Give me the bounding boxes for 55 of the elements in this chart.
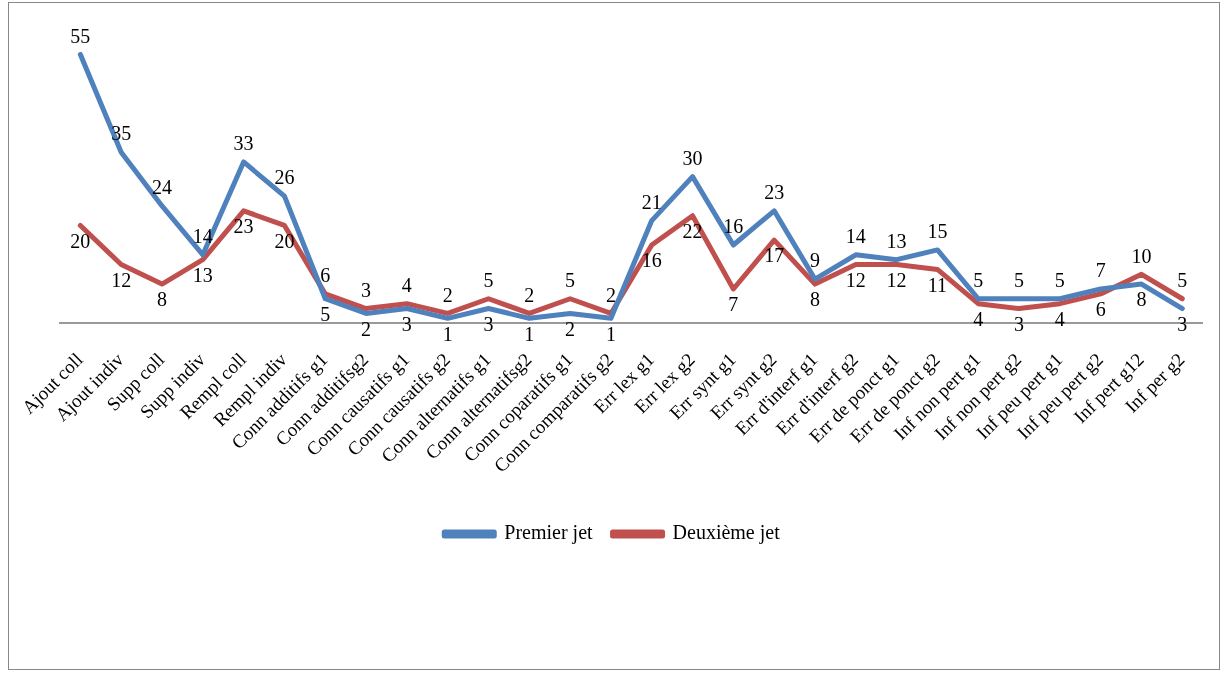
data-label: 16 (723, 215, 744, 238)
data-label: 2 (565, 317, 576, 340)
data-label: 15 (927, 220, 948, 243)
data-label: 30 (682, 146, 703, 169)
data-label: 20 (70, 229, 91, 252)
data-label: 23 (764, 181, 785, 204)
data-label: 16 (641, 249, 662, 272)
legend-label: Premier jet (504, 521, 593, 545)
data-label: 1 (605, 322, 616, 345)
data-label: 3 (401, 312, 412, 335)
data-label: 13 (886, 229, 907, 252)
data-label: 5 (483, 269, 494, 292)
data-label: 4 (401, 273, 412, 296)
data-label: 5 (973, 269, 984, 292)
data-label: 7 (728, 293, 739, 316)
data-label: 2 (605, 283, 616, 306)
data-label: 11 (927, 273, 948, 296)
data-label: 12 (111, 268, 132, 291)
data-label: 4 (1054, 307, 1065, 330)
data-label: 10 (1131, 244, 1152, 267)
data-label: 7 (1095, 259, 1106, 282)
data-label: 33 (233, 132, 254, 155)
data-label: 2 (524, 283, 535, 306)
data-label: 1 (524, 322, 535, 345)
data-label: 2 (442, 283, 453, 306)
data-label: 9 (809, 249, 820, 272)
data-label: 3 (1177, 312, 1188, 335)
data-label: 4 (973, 307, 984, 330)
data-label: 17 (764, 244, 785, 267)
data-label: 6 (1095, 298, 1106, 321)
data-label: 5 (565, 269, 576, 292)
data-label: 5 (1014, 269, 1025, 292)
data-label: 24 (152, 176, 172, 199)
data-label: 2 (361, 317, 372, 340)
data-label: 3 (1014, 312, 1025, 335)
data-label: 13 (192, 263, 213, 286)
data-label: 8 (809, 288, 820, 311)
data-label: 8 (157, 288, 167, 311)
data-label: 1 (442, 322, 453, 345)
data-label: 26 (274, 166, 295, 189)
data-label: 20 (274, 229, 295, 252)
data-label: 3 (483, 312, 494, 335)
data-label: 5 (320, 303, 331, 326)
data-label: 55 (70, 24, 91, 47)
data-label: 21 (641, 190, 662, 213)
data-label: 6 (320, 264, 331, 287)
data-label: 12 (845, 268, 866, 291)
data-label: 12 (886, 268, 907, 291)
data-label: 5 (1177, 269, 1188, 292)
data-label: 3 (361, 278, 372, 301)
data-label: 14 (845, 225, 866, 248)
data-label: 8 (1136, 288, 1147, 311)
data-label: 23 (233, 215, 254, 238)
legend-label: Deuxième jet (672, 521, 781, 545)
data-label: 5 (1054, 269, 1065, 292)
